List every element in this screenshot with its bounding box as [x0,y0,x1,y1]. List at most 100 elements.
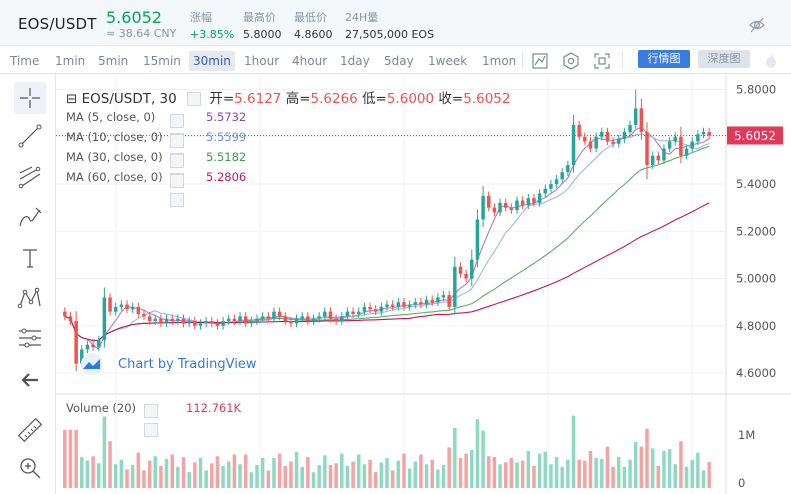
stat-label: 24H量 [345,11,379,24]
crosshair-tool[interactable] [14,82,46,114]
volume-bar [210,463,214,488]
volume-bar [707,462,711,488]
volume-bar [554,457,559,488]
tf-5min[interactable]: 5min [98,54,129,68]
tradingview-logo-icon[interactable] [78,352,106,376]
candle-body [243,316,248,324]
candle-body [119,304,124,307]
price-tick: 5.8000 [736,82,776,96]
legend-collapse-icon[interactable]: ⊟ [66,91,78,107]
ma30-controls[interactable] [170,150,204,187]
volume-bar [80,457,84,488]
candle-body [317,316,321,319]
settings-icon[interactable] [170,173,184,188]
volume-bar [272,458,276,488]
volume-bar [515,462,519,488]
tradingview-watermark[interactable]: Chart by TradingView [118,357,257,372]
tf-1min[interactable]: 1min [55,54,86,68]
volume-bar [679,441,683,488]
ma10-controls[interactable] [170,130,204,167]
trendline-tool[interactable] [14,120,46,152]
tf-1hour[interactable]: 1hour [244,54,280,68]
volume-bar [153,456,158,488]
measure-tool[interactable] [14,322,46,354]
pattern-tool[interactable] [14,282,46,314]
volume-bar [673,464,678,488]
volume-bar [385,458,389,488]
tf-15min[interactable]: 15min [143,54,181,68]
indicator-icon[interactable] [530,51,550,71]
candle-body [226,318,231,322]
settings-icon[interactable] [561,51,581,71]
volume-bar [91,456,95,488]
zoom-tool[interactable] [14,452,46,484]
volume-bar [108,441,112,488]
volume-bar [430,459,434,488]
settings-icon[interactable] [144,403,158,418]
open-label: 开= [209,91,235,107]
volume-bar [441,465,446,488]
candle-body [679,136,683,156]
candle-body [210,321,214,324]
no-eye-icon[interactable] [748,16,766,34]
pair-title[interactable]: EOS/USDT [18,15,97,33]
stat-value: 4.8600 [294,28,333,41]
candle-body [85,344,90,350]
back-tool[interactable] [14,364,46,396]
tf-1mon[interactable]: 1mon [482,54,517,68]
volume-bar [283,465,288,488]
tf-time[interactable]: Time [10,54,40,68]
volume-bar [187,472,191,488]
volume-controls[interactable] [144,400,178,437]
volume-bar [130,465,135,488]
candle-body [181,318,186,324]
fire-icon[interactable] [761,51,781,71]
candle-body [396,302,401,307]
candle-body [221,321,225,326]
depth-chart-button[interactable]: 深度图 [698,50,750,68]
tf-4hour[interactable]: 4hour [292,54,328,68]
brush-tool[interactable] [14,202,46,234]
volume-bar [74,429,78,488]
volume-bar [396,460,401,488]
close-icon[interactable] [144,422,158,437]
volume-bar [543,451,548,488]
settings-icon[interactable] [170,153,184,168]
trendline-icon [18,124,42,148]
text-icon [23,249,37,268]
ruler-tool[interactable] [14,414,46,446]
candle-body [362,306,367,312]
tf-5day[interactable]: 5day [384,54,414,68]
tf-30min[interactable]: 30min [189,51,235,71]
kline-button[interactable]: 行情图 [638,50,690,68]
ma60-controls[interactable] [170,170,204,207]
volume-bar [566,459,570,488]
screenshot-icon[interactable] [592,51,612,71]
candle-body [198,323,203,326]
fib-tool[interactable] [14,161,46,193]
candle-body [204,321,208,324]
candle-body [566,165,570,173]
ma5-controls[interactable] [170,110,204,147]
settings-icon[interactable] [170,133,184,148]
candle-body [130,306,135,310]
tf-1week[interactable]: 1week [428,54,468,68]
stat-value: +3.85% [190,28,235,41]
ma60-label: MA (60, close, 0) [66,170,163,184]
candle-body [413,302,418,305]
candle-body [80,349,84,364]
legend-settings-icon[interactable] [187,92,202,106]
volume-bar [142,470,146,488]
tf-1day[interactable]: 1day [340,54,370,68]
settings-icon[interactable] [170,113,184,128]
candle-body [532,198,536,203]
ma10-value: 5.5599 [206,130,247,144]
candle-body [662,148,666,161]
text-tool[interactable] [14,242,46,274]
last-price: 5.6052 [106,8,162,27]
candle-body [300,316,304,319]
close-icon[interactable] [170,192,184,207]
volume-bar [600,458,604,488]
candle-body [470,259,474,279]
